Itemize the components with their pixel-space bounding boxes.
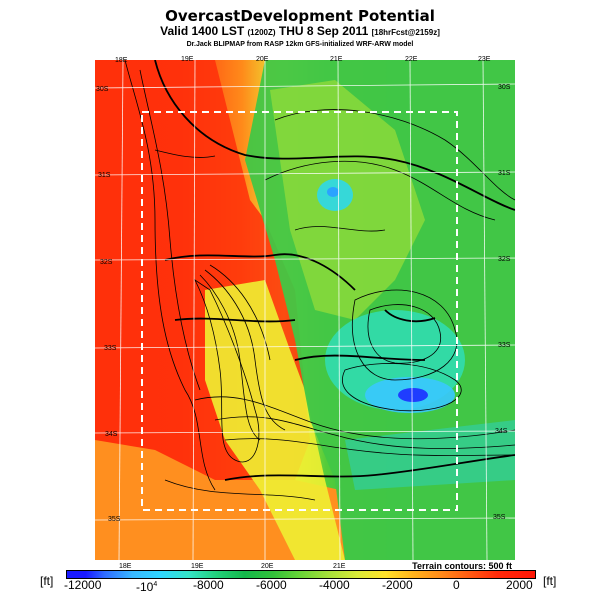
valid-date: THU 8 Sep 2011 bbox=[275, 24, 372, 38]
lat-label: 32S bbox=[498, 256, 511, 263]
bold-contours bbox=[154, 60, 515, 481]
lat-label: 35S bbox=[108, 516, 121, 523]
lat-label: 31S bbox=[498, 170, 511, 177]
lon-label: 21E bbox=[330, 56, 343, 63]
colorbar-label: -104 bbox=[136, 580, 158, 594]
lon-label: 18E bbox=[115, 57, 128, 64]
colorbar-label: -4000 bbox=[319, 578, 350, 592]
map-title: OvercastDevelopment Potential bbox=[165, 7, 435, 25]
lat-label: 33S bbox=[104, 345, 117, 352]
lon-label: 22E bbox=[405, 56, 418, 63]
colorbar bbox=[66, 570, 536, 579]
blue-dot-north bbox=[327, 187, 339, 197]
lat-label: 34S bbox=[495, 428, 508, 435]
yellow-band bbox=[205, 280, 345, 560]
forecast-hours: [18hrFcst@2159z] bbox=[371, 28, 440, 37]
lon-label: 20E bbox=[256, 56, 269, 63]
colorbar-unit-left: [ft] bbox=[40, 574, 54, 588]
colorbar-label: 0 bbox=[453, 578, 460, 592]
lon-label: 23E bbox=[478, 56, 491, 63]
colorbar-unit-right: [ft] bbox=[543, 574, 557, 588]
colorbar-label: -6000 bbox=[256, 578, 287, 592]
lat-lon-grid bbox=[95, 60, 515, 560]
lat-label: 35S bbox=[493, 514, 506, 521]
colorbar-label: -2000 bbox=[382, 578, 413, 592]
domain-boundary bbox=[141, 111, 458, 511]
colorbar-label: 2000 bbox=[506, 578, 533, 592]
terrain-contours bbox=[124, 60, 515, 501]
lon-label: 21E bbox=[333, 563, 346, 570]
terrain-contour-note: Terrain contours: 500 ft bbox=[412, 561, 512, 571]
lat-label: 34S bbox=[105, 431, 118, 438]
valid-utc: (1200Z) bbox=[247, 28, 276, 37]
colorbar-exponent: 4 bbox=[153, 581, 158, 588]
lat-label: 33S bbox=[498, 342, 511, 349]
lon-label: 19E bbox=[191, 563, 204, 570]
lat-label: 32S bbox=[100, 259, 113, 266]
lat-label: 31S bbox=[98, 172, 111, 179]
lon-label: 19E bbox=[181, 56, 194, 63]
valid-main: Valid 1400 LST bbox=[160, 24, 248, 38]
blue-core bbox=[398, 388, 428, 402]
lat-label: 30S bbox=[498, 84, 511, 91]
lon-label: 18E bbox=[119, 563, 132, 570]
valid-time-line: Valid 1400 LST (1200Z) THU 8 Sep 2011 [1… bbox=[0, 24, 600, 38]
colorbar-label: -12000 bbox=[64, 578, 102, 592]
lat-label: 30S bbox=[96, 86, 109, 93]
blipmap-plot bbox=[95, 60, 515, 560]
colorbar-label: -8000 bbox=[193, 578, 224, 592]
lon-label: 20E bbox=[261, 563, 274, 570]
model-credit: Dr.Jack BLIPMAP from RASP 12km GFS-initi… bbox=[186, 41, 414, 48]
